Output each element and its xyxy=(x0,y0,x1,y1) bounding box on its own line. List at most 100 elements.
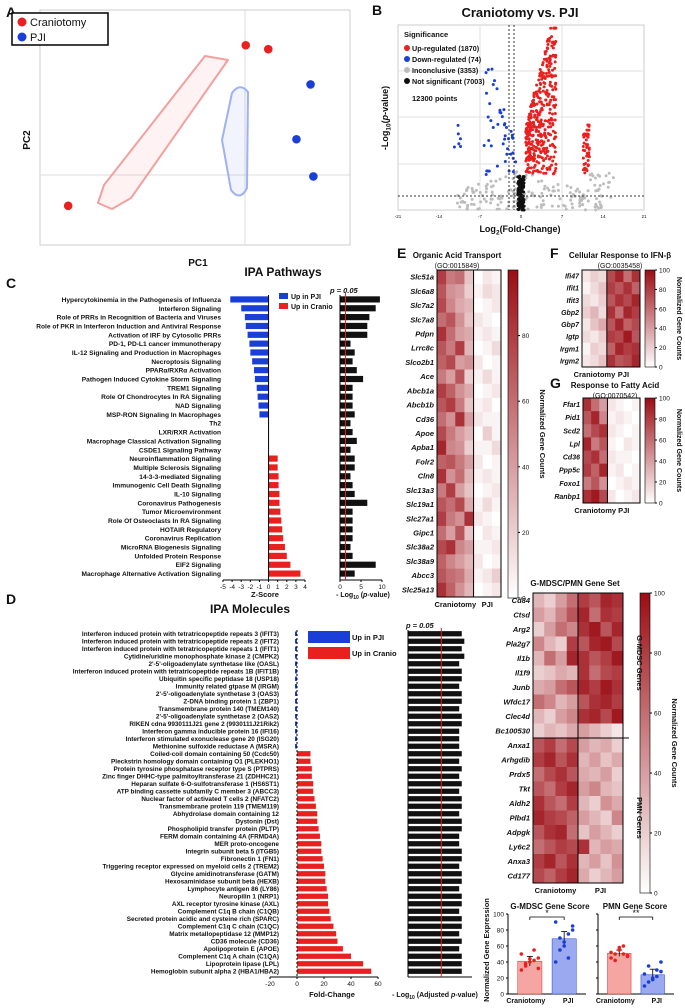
heatmap-cell xyxy=(611,767,624,782)
heatmap-cell xyxy=(611,622,624,637)
volcano-point-inconclusive xyxy=(496,203,500,207)
pathway-label: MSP-RON Signaling In Macrophages xyxy=(106,412,221,419)
volcano-point-inconclusive xyxy=(476,207,480,211)
volcano-point-inconclusive xyxy=(504,175,508,179)
pca-point-craniotomy-0 xyxy=(241,40,251,50)
molecule-fc-bar xyxy=(295,714,297,719)
barplot-point xyxy=(536,966,541,971)
colorbar-tick-label: 0 xyxy=(659,365,663,372)
heatmap-cell xyxy=(631,282,641,295)
heatmap-row-label: Anxa1 xyxy=(506,741,530,750)
barplot-y-tick-label: 40 xyxy=(497,960,505,967)
heatmap-cell xyxy=(473,397,484,413)
pathways-zscore-tick-label: -4 xyxy=(229,584,235,591)
heatmap-cell xyxy=(482,554,493,569)
volcano-point-down xyxy=(496,122,500,126)
volcano-xtick: 14 xyxy=(600,214,606,219)
heatmap-cell xyxy=(607,450,616,464)
heatmap-cell xyxy=(455,383,465,399)
heatmap-cell xyxy=(555,622,568,637)
heatmap-cell xyxy=(473,540,484,555)
heatmap-cell xyxy=(599,398,608,412)
colorbar-tick-label: 40 xyxy=(659,326,667,333)
heatmap-row-label: Junb xyxy=(512,683,530,692)
molecule-label: Complement C1q A chain (C1QA) xyxy=(178,954,279,961)
heatmap-cell xyxy=(491,440,502,456)
molecule-label: Complement C1q B chain (C1QB) xyxy=(178,909,279,916)
volcano-point-up xyxy=(543,133,547,137)
molecule-fc-bar xyxy=(297,908,330,914)
pathway-pvalue-bar xyxy=(340,296,380,303)
heatmap-cell xyxy=(589,839,601,855)
heatmap-cell xyxy=(437,341,447,356)
volcano-point-up xyxy=(553,150,557,154)
heatmap-cell xyxy=(555,636,568,652)
volcano-xtick: 21 xyxy=(641,214,647,219)
volcano-legend-label-0: Up-regulated (1870) xyxy=(412,44,480,53)
pathway-zscore-bar xyxy=(241,305,269,312)
volcano-point-up xyxy=(525,143,529,147)
heatmap-cell xyxy=(544,781,556,797)
volcano-point-up xyxy=(554,74,558,78)
volcano-point-up xyxy=(545,39,549,43)
legend-pji-dot xyxy=(17,32,27,42)
heatmap-cell xyxy=(578,607,590,623)
heatmap-cell xyxy=(631,463,641,478)
volcano-point-up xyxy=(541,147,545,151)
pathway-pvalue-bar xyxy=(340,331,368,338)
heatmap-cell xyxy=(590,318,599,331)
heatmap-cell xyxy=(631,294,641,307)
volcano-point-up xyxy=(551,53,555,57)
heatmap-cell xyxy=(533,636,545,652)
heatmap-cell xyxy=(589,767,601,782)
heatmap-f-title: Cellular Response to IFN-β xyxy=(569,251,671,260)
volcano-point-inconclusive xyxy=(570,202,574,206)
heatmap-cell xyxy=(482,369,493,385)
heatmap-g-title: Response to Fatty Acid xyxy=(571,381,660,390)
molecule-pvalue-bar xyxy=(408,661,460,667)
heatmap-row-label: Prdx5 xyxy=(509,770,531,779)
volcano-point-inconclusive xyxy=(594,202,598,206)
heatmap-row-label: Apba1 xyxy=(410,443,434,452)
molecule-label: Pleckstrin homology domain containing O1… xyxy=(111,759,279,766)
heatmap-row-label: Wfdc17 xyxy=(503,697,531,706)
volcano-point-up xyxy=(543,128,547,132)
volcano-point-inconclusive xyxy=(582,196,586,200)
barplot-point xyxy=(566,932,571,936)
heatmap-cell xyxy=(600,767,613,782)
colorbar-tick-label: 80 xyxy=(654,651,662,658)
heatmap-cell xyxy=(631,398,641,412)
volcano-point-up xyxy=(530,140,534,144)
heatmap-cell xyxy=(600,738,613,753)
heatmap-g-subtitle: (GO:0070542) xyxy=(593,393,638,400)
legend-cranio-dot xyxy=(17,17,27,27)
heatmap-cell xyxy=(473,483,484,498)
heatmap-cell xyxy=(446,298,456,313)
molecule-fc-bar xyxy=(297,781,314,787)
volcano-point-up xyxy=(538,170,542,174)
volcano-point-up xyxy=(542,159,546,163)
heatmap-row-label: Igtp xyxy=(566,334,580,341)
heatmap-f-subtitle: (GO:0035458) xyxy=(598,263,643,270)
heatmap-cell xyxy=(437,412,447,427)
volcano-point-inconclusive xyxy=(598,200,602,204)
volcano-point-inconclusive xyxy=(595,205,599,209)
heatmap-cell xyxy=(455,497,465,512)
pca-plot-area xyxy=(39,9,351,246)
heatmap-cell xyxy=(533,839,545,855)
barplot-point xyxy=(609,950,613,955)
heatmap-cell xyxy=(606,342,616,356)
heatmap-cell xyxy=(464,298,474,313)
heatmap-cell xyxy=(615,463,625,478)
heatmap-cell xyxy=(437,554,447,569)
volcano-point-up xyxy=(548,107,552,111)
heatmap-cell xyxy=(533,723,545,739)
volcano-point-up xyxy=(529,109,533,113)
volcano-point-inconclusive xyxy=(470,197,474,201)
volcano-point-down xyxy=(495,164,499,168)
heatmap-cell xyxy=(591,424,600,438)
molecule-fc-bar xyxy=(295,706,297,711)
volcano-point-down xyxy=(509,129,513,133)
heatmap-cell xyxy=(566,868,579,884)
pathway-pvalue-bar xyxy=(340,367,357,374)
